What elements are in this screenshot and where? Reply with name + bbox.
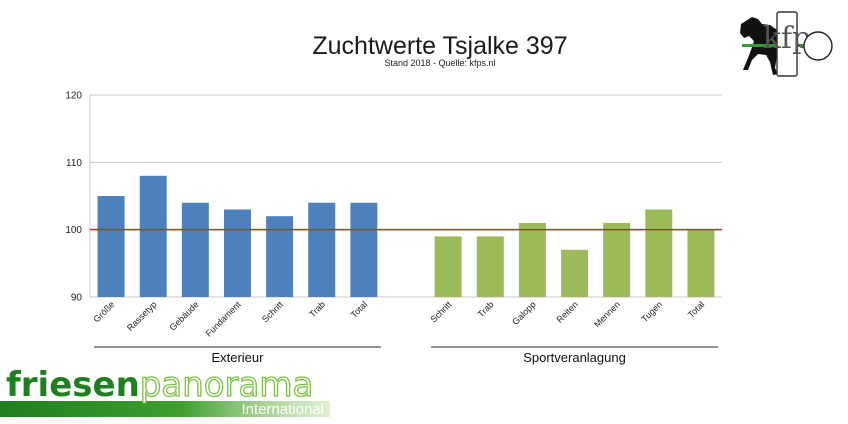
x-tick-label: Trab <box>476 299 496 319</box>
bar-sport-0 <box>434 236 462 297</box>
group-label-exterieur: Exterieur <box>211 350 264 365</box>
x-tick-label: Reiten <box>554 299 579 324</box>
plot-area: 90 100 110 120 Größe Rassetyp Gebäude Fundament… <box>65 91 722 365</box>
bar-exterieur-0 <box>97 196 125 297</box>
bar-exterieur-3 <box>223 209 251 297</box>
x-tick-label: Schritt <box>260 299 285 324</box>
y-tick-label: 100 <box>65 225 82 236</box>
bar-sport-5 <box>645 209 673 297</box>
x-tick-label: Tugen <box>639 299 664 324</box>
bar-exterieur-4 <box>266 216 294 297</box>
friesenpanorama-logo: friesenpanorama International <box>0 364 330 418</box>
svg-text:friesenpanorama: friesenpanorama <box>6 365 313 405</box>
bar-exterieur-1 <box>139 175 167 297</box>
bar-sport-2 <box>518 222 546 297</box>
bar-exterieur-2 <box>181 202 209 297</box>
x-tick-label: Schritt <box>428 299 453 324</box>
x-tick-label: Galopp <box>510 299 538 327</box>
brand-part-1: friesen <box>6 365 140 405</box>
x-tick-label: Total <box>349 299 370 320</box>
brand-underline-bar <box>0 401 330 417</box>
bar-sport-6 <box>687 229 715 297</box>
brand-part-2: panorama <box>140 365 314 405</box>
x-tick-label: Fundament <box>204 299 244 339</box>
x-tick-label: Trab <box>307 299 327 319</box>
group-label-sport: Sportveranlagung <box>523 350 626 365</box>
y-tick-label: 110 <box>66 158 82 169</box>
bar-sport-1 <box>476 236 504 297</box>
x-tick-label: Total <box>686 299 707 320</box>
y-tick-label: 120 <box>65 91 82 102</box>
bar-exterieur-6 <box>350 202 378 297</box>
bar-sport-3 <box>561 249 589 297</box>
bar-exterieur-5 <box>308 202 336 297</box>
x-tick-label: Mennen <box>592 299 622 329</box>
x-tick-label: Rassetyp <box>125 299 159 333</box>
x-tick-label: Gebäude <box>167 299 200 332</box>
logo-letters: kfp <box>763 21 812 56</box>
bar-sport-4 <box>603 222 631 297</box>
chart-title: Zuchtwerte Tsjalke 397 <box>312 32 567 60</box>
x-tick-label: Größe <box>91 299 116 324</box>
y-tick-label: 90 <box>71 293 83 304</box>
logo-green-bar <box>742 44 804 47</box>
kfp-horse-logo: kfp <box>740 11 833 77</box>
brand-sub: International <box>241 401 324 418</box>
chart-subtitle: Stand 2018 - Quelle: kfps.nl <box>384 58 495 68</box>
